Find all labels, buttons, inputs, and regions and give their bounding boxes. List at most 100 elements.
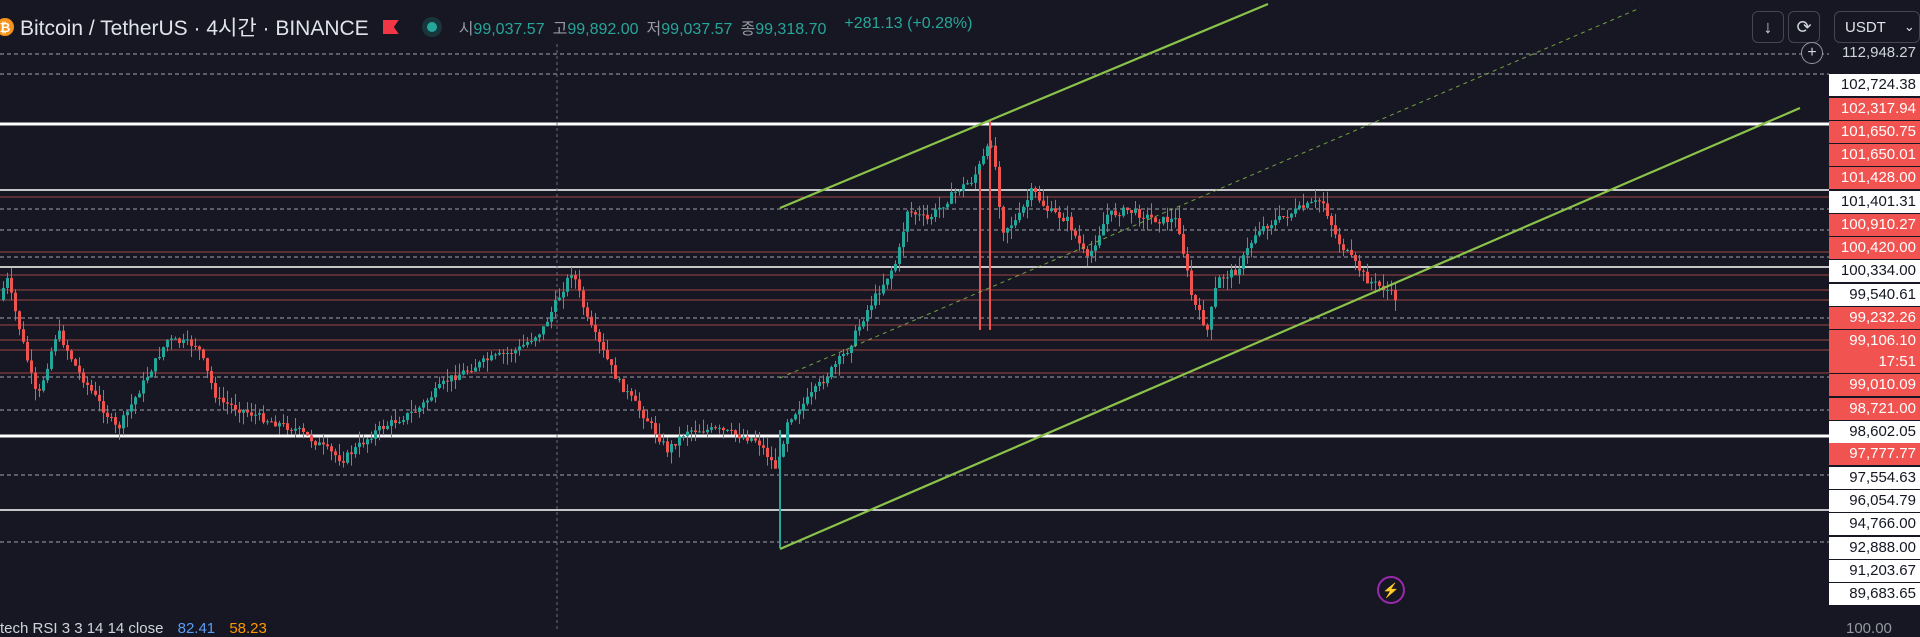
candle-body (1090, 250, 1093, 257)
candle-body (1178, 218, 1181, 235)
candle-body (214, 383, 217, 398)
candle-body (1158, 222, 1161, 224)
candle-body (1138, 209, 1141, 218)
candle-body (1370, 281, 1373, 284)
candle-body (6, 277, 9, 288)
candle-body (134, 397, 137, 405)
candle-body (918, 214, 921, 216)
candle-body (306, 432, 309, 436)
candle-body (394, 420, 397, 424)
lightning-icon[interactable]: ⚡ (1377, 576, 1405, 604)
candle-body (686, 431, 689, 437)
candle-body (1122, 207, 1125, 216)
price-label: 101,401.31 (1829, 191, 1920, 213)
candle-body (54, 339, 57, 352)
candle-body (638, 400, 641, 410)
candle-body (1130, 210, 1133, 213)
candle-body (230, 403, 233, 405)
price-label: 89,683.65 (1829, 583, 1920, 605)
candle-body (1134, 209, 1137, 213)
candle-body (1194, 295, 1197, 305)
candle-body (158, 357, 161, 359)
candle-body (34, 372, 37, 389)
candle-body (1394, 290, 1397, 301)
candle-body (606, 349, 609, 360)
candle-body (218, 397, 221, 399)
candle-body (1302, 205, 1305, 208)
candle-body (866, 310, 869, 322)
candle-body (294, 428, 297, 431)
candle-body (194, 345, 197, 347)
candle-body (1026, 200, 1029, 207)
candle-body (1034, 188, 1037, 192)
candle-body (414, 411, 417, 413)
candle-body (1354, 255, 1357, 261)
candle-body (1094, 245, 1097, 251)
candle-body (926, 214, 929, 220)
candle-body (22, 329, 25, 342)
candle-body (1226, 277, 1229, 279)
download-button[interactable]: ↓ (1752, 11, 1784, 43)
candle-body (550, 311, 553, 322)
candle-body (1258, 231, 1261, 236)
candle-body (986, 146, 989, 157)
symbol-title[interactable]: Bitcoin / TetherUS · 4시간 · BINANCE (20, 17, 369, 40)
candle-body (14, 292, 17, 312)
candle-body (1186, 253, 1189, 271)
price-label: 99,010.09 (1829, 374, 1920, 396)
candle-body (942, 207, 945, 209)
candle-body (994, 145, 997, 167)
candle-body (946, 203, 949, 208)
candle-body (66, 345, 69, 351)
trendline-lower (779, 106, 1801, 551)
candle-body (938, 207, 941, 210)
candle-body (1086, 249, 1089, 257)
candle-body (1010, 225, 1013, 229)
symbol-header: ₿ Bitcoin / TetherUS · 4시간 · BINANCE 시99… (0, 10, 972, 44)
candle-body (966, 183, 969, 185)
price-label: 91,203.67 (1829, 560, 1920, 582)
candle-body (398, 421, 401, 424)
candle-body (502, 352, 505, 354)
price-label: 96,054.79 (1829, 490, 1920, 512)
candle-body (770, 457, 773, 461)
price-label: 101,428.00 (1829, 167, 1920, 189)
change-value: +281.13 (+0.28%) (844, 15, 973, 32)
candle-body (50, 351, 53, 369)
candle-body (122, 415, 125, 429)
candle-body (822, 381, 825, 384)
candle-body (1166, 216, 1169, 223)
candle-body (810, 392, 813, 397)
candle-body (350, 452, 353, 455)
candle-body (594, 324, 597, 333)
candle-body (226, 402, 229, 404)
candle-body (1102, 224, 1105, 236)
add-price-alert-button[interactable]: + (1801, 42, 1823, 64)
ohlc-readout: 시99,037.57 고99,892.00 저99,037.57 종99,318… (459, 15, 973, 39)
candle-body (954, 191, 957, 193)
candle-body (406, 412, 409, 421)
candle-body (94, 390, 97, 395)
candle-body (558, 297, 561, 301)
candle-body (438, 384, 441, 389)
candle-body (402, 420, 405, 422)
candle-body (546, 321, 549, 327)
candle-body (198, 346, 201, 350)
candle-body (1070, 216, 1073, 231)
candle-body (222, 397, 225, 403)
sync-button[interactable]: ⟳ (1788, 11, 1820, 43)
candle-body (1330, 215, 1333, 226)
flag-icon[interactable] (382, 20, 399, 34)
candle-body (386, 425, 389, 429)
candle-body (1234, 269, 1237, 275)
candle-body (1202, 310, 1205, 326)
candle-body (1210, 306, 1213, 330)
candle-body (458, 374, 461, 380)
price-label: 98,721.00 (1829, 398, 1920, 420)
currency-select[interactable]: USDT ⌄ (1834, 11, 1920, 43)
candle-body (1230, 269, 1233, 278)
candle-body (1390, 289, 1393, 291)
price-label: 99,540.61 (1829, 284, 1920, 306)
candle-body (574, 275, 577, 280)
